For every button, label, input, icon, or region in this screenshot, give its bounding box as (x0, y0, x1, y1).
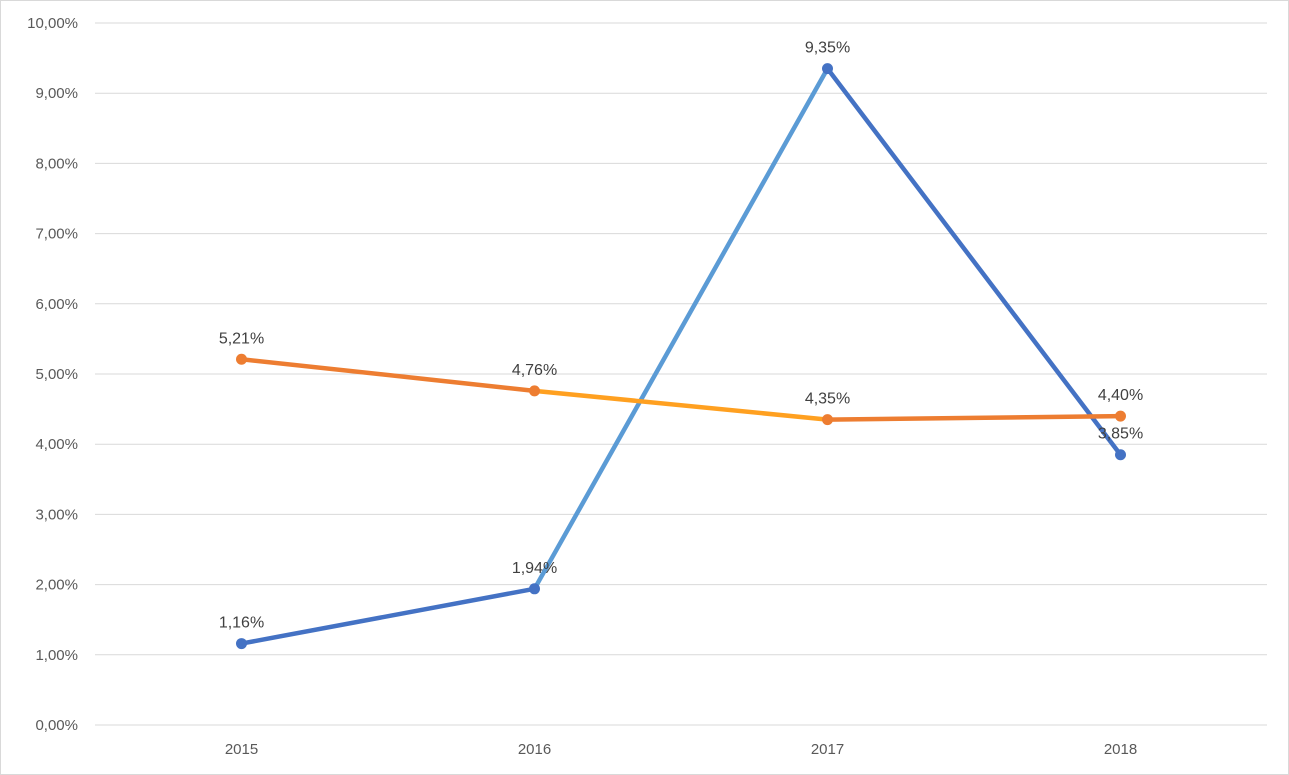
series-line-segment (532, 66, 830, 592)
y-tick-label: 1,00% (35, 647, 78, 664)
data-label: 5,21% (219, 330, 264, 347)
y-tick-label: 5,00% (35, 366, 78, 383)
data-label: 3,85% (1098, 426, 1143, 443)
x-tick-label: 2017 (811, 741, 844, 758)
gridlines (95, 22, 1267, 726)
data-label: 4,35% (805, 391, 850, 408)
y-tick-label: 0,00% (35, 717, 78, 734)
data-label: 4,76% (512, 362, 557, 379)
data-labels: 1,16% 1,94% 9,35% 3,85% 5,21% 4,76% 4,35% 4,40% (219, 40, 1143, 632)
data-point (236, 638, 247, 650)
x-tick-label: 2018 (1104, 741, 1137, 758)
data-point (1115, 410, 1126, 422)
data-point (529, 583, 540, 595)
series-2 (236, 353, 1126, 426)
series-line-segment (825, 66, 1123, 457)
data-point (1115, 449, 1126, 461)
series-line-segment (239, 586, 537, 646)
x-tick-label: 2016 (518, 741, 551, 758)
series-lines (236, 63, 1126, 650)
data-label: 1,94% (512, 560, 557, 577)
y-tick-label: 9,00% (35, 85, 78, 102)
y-tick-label: 6,00% (35, 296, 78, 313)
data-point (529, 385, 540, 397)
data-label: 4,40% (1098, 387, 1143, 404)
y-tick-label: 7,00% (35, 226, 78, 243)
series-line-segment (825, 413, 1123, 422)
data-point (822, 414, 833, 426)
data-label: 1,16% (219, 615, 264, 632)
y-axis-tick-labels: 0,00% 1,00% 2,00% 3,00% 4,00% 5,00% 6,00% 7,00%… (27, 15, 78, 734)
data-point (236, 353, 247, 365)
data-label: 9,35% (805, 40, 850, 57)
series-line-segment (532, 388, 830, 422)
y-tick-label: 8,00% (35, 155, 78, 172)
series-line-segment (239, 357, 537, 394)
data-point (822, 63, 833, 75)
y-tick-label: 3,00% (35, 506, 78, 523)
series-1 (236, 63, 1126, 650)
y-tick-label: 4,00% (35, 436, 78, 453)
y-tick-label: 10,00% (27, 15, 78, 32)
x-axis-tick-labels: 2015 2016 2017 2018 (225, 741, 1137, 758)
x-tick-label: 2015 (225, 741, 258, 758)
y-tick-label: 2,00% (35, 577, 78, 594)
